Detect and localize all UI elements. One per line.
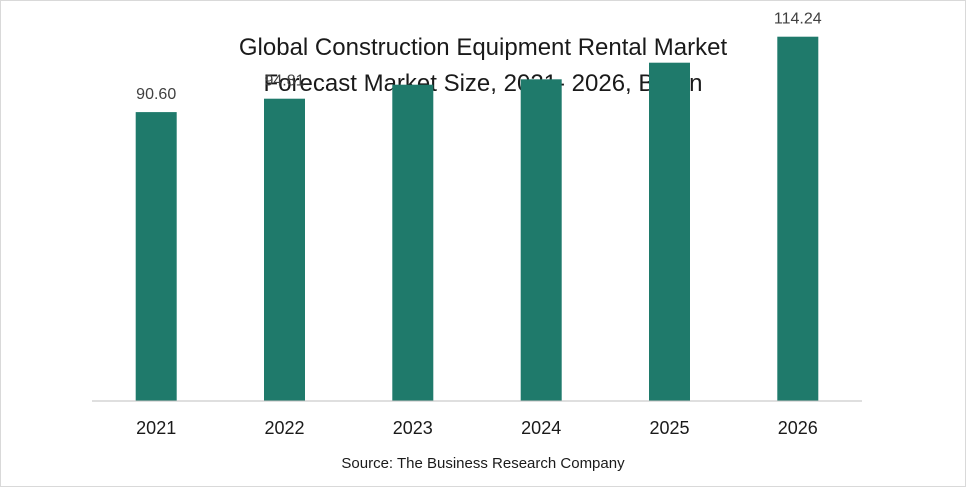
data-labels-group: 90.60 94.81 114.24 bbox=[136, 11, 822, 103]
x-tick-label-2023: 2023 bbox=[393, 418, 433, 438]
x-tick-label-2021: 2021 bbox=[136, 418, 176, 438]
bar-2024 bbox=[520, 79, 562, 402]
bar-2022 bbox=[264, 98, 305, 401]
x-tick-label-2022: 2022 bbox=[264, 418, 304, 438]
bar-2021 bbox=[135, 112, 177, 401]
bar-2025 bbox=[649, 62, 690, 401]
chart-subtitle: Forecast Market Size, 2021- 2026, Billio… bbox=[263, 70, 703, 97]
bars-group bbox=[135, 36, 819, 402]
data-label-2022: 94.81 bbox=[264, 73, 304, 90]
chart-title: Global Construction Equipment Rental Mar… bbox=[0, 30, 966, 102]
source-text: Source: The Business Research Company bbox=[341, 455, 625, 472]
data-label-2026: 114.24 bbox=[774, 11, 822, 28]
x-tick-label-2025: 2025 bbox=[649, 418, 689, 438]
x-axis-ticks: 2021 2022 2023 2024 2025 2026 bbox=[136, 418, 818, 438]
bar-2026 bbox=[777, 36, 819, 401]
bar-2023 bbox=[392, 84, 434, 401]
x-tick-label-2026: 2026 bbox=[778, 418, 818, 438]
data-label-2021: 90.60 bbox=[136, 86, 176, 103]
x-tick-label-2024: 2024 bbox=[521, 418, 561, 438]
chart-title-line1: Global Construction Equipment Rental Mar… bbox=[238, 34, 728, 61]
